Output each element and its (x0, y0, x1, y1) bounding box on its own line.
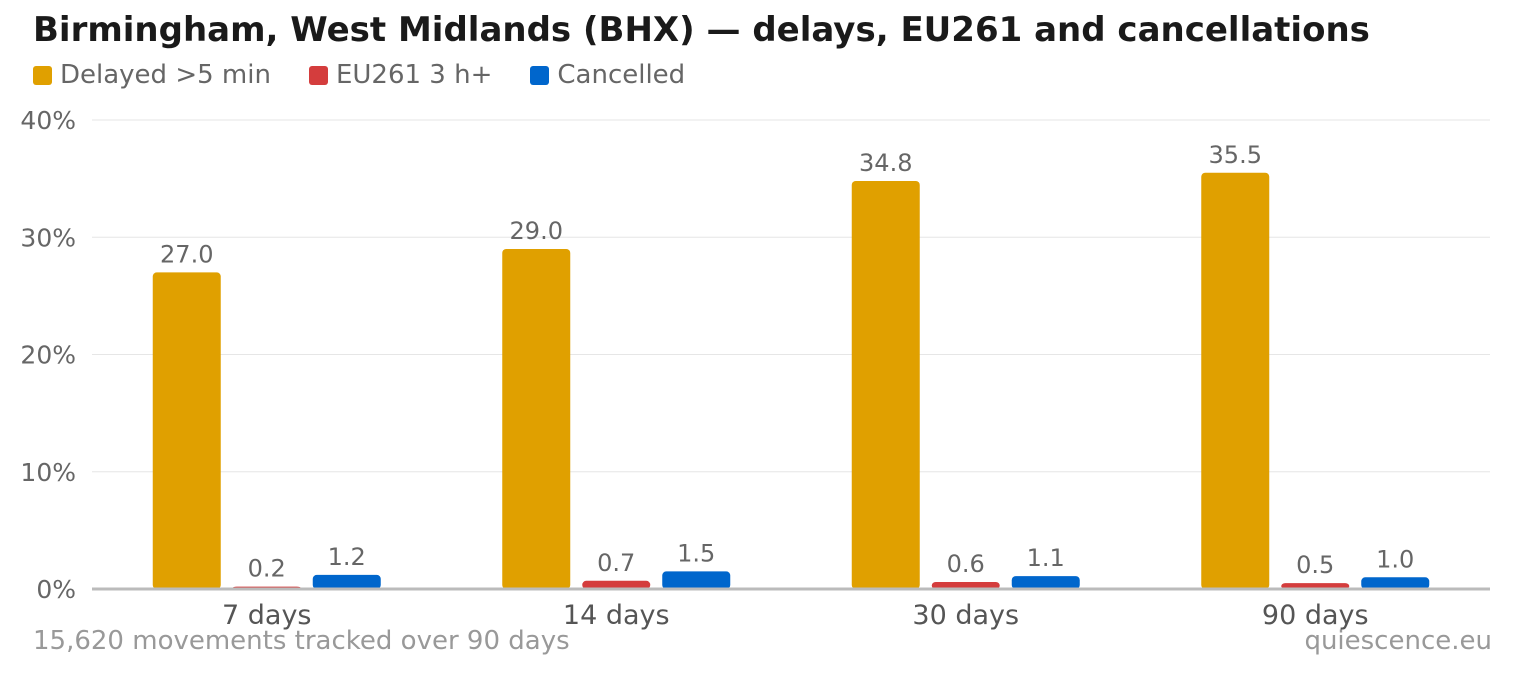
bar-value-label: 1.0 (1376, 545, 1414, 573)
legend-label-delayed: Delayed >5 min (60, 60, 271, 90)
bar (1011, 576, 1080, 589)
legend-swatch-cancelled (530, 65, 550, 85)
x-tick-label: 7 days (222, 600, 312, 631)
bar (931, 581, 1000, 589)
bar-value-label: 1.2 (328, 543, 366, 571)
legend-label-eu261: EU261 3 h+ (335, 60, 493, 90)
bar-value-label: 0.7 (597, 549, 635, 577)
legend-swatch-delayed (33, 65, 52, 85)
y-tick-label: 10% (20, 458, 76, 487)
footer-note: 15,620 movements tracked over 90 days (33, 626, 570, 656)
bar (662, 571, 731, 589)
bar (152, 272, 221, 589)
legend-item-eu261: EU261 3 h+ (308, 60, 493, 90)
bar-value-label: 27.0 (160, 240, 213, 268)
bar (312, 574, 381, 589)
bar-value-label: 34.8 (859, 149, 912, 177)
bar (1361, 577, 1430, 589)
y-tick-label: 30% (20, 223, 76, 252)
footer-source: quiescence.eu (1304, 626, 1492, 656)
y-tick-label: 40% (20, 106, 76, 135)
bar-value-label: 0.5 (1296, 551, 1334, 579)
bar (851, 180, 920, 589)
x-tick-label: 90 days (1262, 600, 1369, 631)
legend-swatch-eu261 (308, 65, 328, 85)
bar-value-label: 1.1 (1027, 544, 1065, 572)
chart-title: Birmingham, West Midlands (BHX) — delays… (33, 10, 1370, 50)
y-tick-label: 20% (20, 341, 76, 370)
bar-value-label: 1.5 (677, 539, 715, 567)
bar-value-label: 35.5 (1209, 141, 1262, 169)
legend-label-cancelled: Cancelled (557, 60, 686, 90)
chart-legend: Delayed >5 min EU261 3 h+ Cancelled (33, 60, 723, 90)
bar (502, 248, 571, 589)
x-tick-label: 30 days (912, 600, 1019, 631)
legend-item-delayed: Delayed >5 min (33, 60, 271, 90)
y-tick-label: 0% (36, 575, 76, 604)
bar (1201, 172, 1270, 589)
bar (582, 580, 651, 589)
legend-item-cancelled: Cancelled (530, 60, 685, 90)
bar-value-label: 0.6 (947, 550, 985, 578)
x-tick-label: 14 days (563, 600, 670, 631)
bar-value-label: 0.2 (248, 555, 286, 583)
bar-value-label: 29.0 (510, 217, 563, 245)
